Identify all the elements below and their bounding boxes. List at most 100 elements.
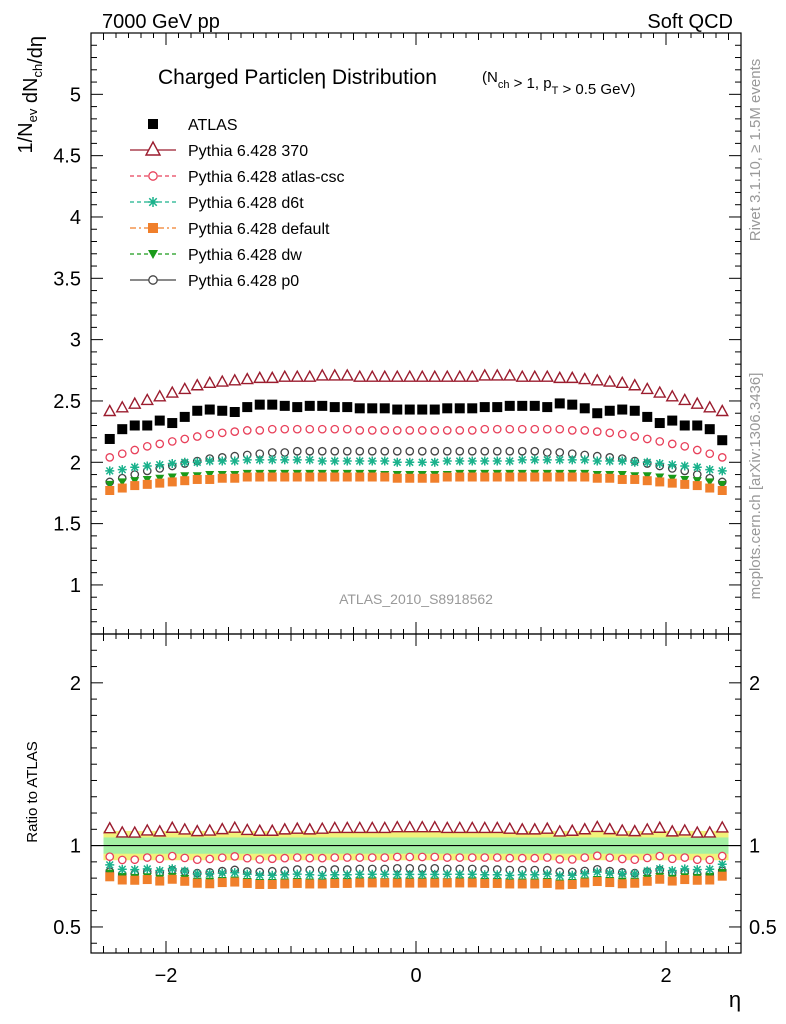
y-tick-label: 5 xyxy=(70,84,81,106)
ratio-point-pythia-6-428-370 xyxy=(290,821,304,834)
data-point-pythia-6-428-370 xyxy=(465,369,479,382)
data-point-pythia-6-428-d6t xyxy=(655,459,665,469)
ratio-point-pythia-6-428-default xyxy=(380,878,390,888)
data-point-pythia-6-428-d6t xyxy=(330,456,340,466)
ratio-point-pythia-6-428-d6t xyxy=(155,866,165,876)
data-point-pythia-6-428-370 xyxy=(278,369,292,382)
legend-marker-pythia-6-428-dw xyxy=(148,250,158,259)
data-point-pythia-6-428-default xyxy=(355,472,365,482)
data-point-pythia-6-428-default xyxy=(655,477,665,487)
data-point-pythia-6-428-d6t xyxy=(130,462,140,472)
data-point-pythia-6-428-d6t xyxy=(317,456,327,466)
data-point-pythia-6-428-p0 xyxy=(555,448,565,457)
data-point-pythia-6-428-atlas-csc xyxy=(442,426,452,435)
ratio-point-pythia-6-428-default xyxy=(130,875,140,885)
ratio-point-pythia-6-428-d6t xyxy=(167,864,177,874)
data-point-pythia-6-428-p0 xyxy=(380,446,390,456)
ratio-point-pythia-6-428-370 xyxy=(653,820,667,833)
ratio-point-pythia-6-428-default xyxy=(267,879,277,889)
data-point-atlas xyxy=(429,404,440,415)
legend-label-pythia-6-428-370: Pythia 6.428 370 xyxy=(188,143,308,160)
data-point-atlas xyxy=(417,404,428,415)
data-point-pythia-6-428-370 xyxy=(653,385,667,398)
ratio-point-pythia-6-428-d6t xyxy=(392,869,402,879)
ratio-point-pythia-6-428-default xyxy=(442,878,452,888)
ratio-point-pythia-6-428-d6t xyxy=(430,869,440,879)
ratio-point-pythia-6-428-default xyxy=(355,878,365,888)
ratio-point-pythia-6-428-d6t xyxy=(692,865,702,875)
data-point-pythia-6-428-370 xyxy=(640,381,654,395)
ratio-point-pythia-6-428-default xyxy=(392,878,402,888)
data-point-pythia-6-428-d6t xyxy=(705,465,715,475)
data-point-pythia-6-428-default xyxy=(330,472,340,482)
ratio-point-pythia-6-428-370 xyxy=(353,820,367,834)
ratio-point-pythia-6-428-atlas-csc xyxy=(692,855,702,865)
data-point-pythia-6-428-d6t xyxy=(242,455,252,465)
ratio-point-pythia-6-428-370 xyxy=(453,820,467,834)
data-point-pythia-6-428-default xyxy=(317,472,327,482)
data-point-atlas xyxy=(279,400,290,411)
ratio-point-pythia-6-428-default xyxy=(542,878,552,888)
data-point-pythia-6-428-370 xyxy=(165,385,179,398)
data-point-atlas xyxy=(454,403,465,414)
data-point-pythia-6-428-default xyxy=(155,478,165,488)
data-point-pythia-6-428-370 xyxy=(153,389,167,402)
ratio-point-pythia-6-428-atlas-csc xyxy=(480,853,490,862)
data-point-pythia-6-428-370 xyxy=(440,369,454,382)
data-point-pythia-6-428-default xyxy=(642,476,652,486)
data-point-atlas xyxy=(267,399,278,410)
data-point-pythia-6-428-atlas-csc xyxy=(355,426,365,435)
data-point-pythia-6-428-atlas-csc xyxy=(292,424,302,434)
data-point-pythia-6-428-atlas-csc xyxy=(392,426,402,435)
ratio-point-pythia-6-428-default xyxy=(255,879,265,889)
data-point-atlas xyxy=(129,420,140,431)
data-point-pythia-6-428-370 xyxy=(453,369,467,382)
ratio-point-pythia-6-428-370 xyxy=(253,823,267,836)
ratio-point-pythia-6-428-d6t xyxy=(480,870,490,880)
data-point-pythia-6-428-default xyxy=(292,472,302,482)
data-point-pythia-6-428-d6t xyxy=(230,456,240,466)
data-point-pythia-6-428-d6t xyxy=(405,457,415,467)
ratio-point-pythia-6-428-atlas-csc xyxy=(205,854,215,864)
ratio-point-pythia-6-428-d6t xyxy=(705,864,715,874)
ratio-point-pythia-6-428-d6t xyxy=(567,870,577,880)
data-point-atlas xyxy=(404,404,415,415)
ratio-point-pythia-6-428-d6t xyxy=(530,870,540,880)
header-process-label: Soft QCD xyxy=(647,11,733,33)
data-point-atlas xyxy=(629,405,640,416)
data-point-atlas xyxy=(579,403,590,414)
y-tick-label: 2.5 xyxy=(53,391,81,413)
ratio-point-pythia-6-428-d6t xyxy=(592,867,602,877)
data-point-atlas xyxy=(504,400,515,411)
data-point-pythia-6-428-p0 xyxy=(330,446,340,456)
ratio-point-pythia-6-428-default xyxy=(680,875,690,885)
data-point-atlas xyxy=(479,402,490,413)
rivet-version-label: Rivet 3.1.10, ≥ 1.5M events xyxy=(747,59,764,242)
data-point-pythia-6-428-atlas-csc xyxy=(630,432,640,441)
ratio-point-pythia-6-428-default xyxy=(467,878,477,888)
ratio-point-pythia-6-428-default xyxy=(717,871,727,881)
ratio-point-pythia-6-428-370 xyxy=(690,825,704,838)
data-point-atlas xyxy=(179,411,190,422)
ratio-point-pythia-6-428-370 xyxy=(428,820,442,833)
ratio-y-tick-label: 2 xyxy=(70,673,81,695)
data-point-pythia-6-428-370 xyxy=(603,374,617,387)
ratio-point-pythia-6-428-default xyxy=(580,878,590,888)
ratio-y-tick-label: 1 xyxy=(70,836,81,858)
data-point-pythia-6-428-atlas-csc xyxy=(655,437,665,446)
data-point-pythia-6-428-p0 xyxy=(367,446,377,456)
data-point-pythia-6-428-p0 xyxy=(530,446,540,456)
data-point-pythia-6-428-default xyxy=(530,472,540,482)
ratio-point-pythia-6-428-atlas-csc xyxy=(130,855,140,865)
data-point-pythia-6-428-atlas-csc xyxy=(417,426,427,435)
data-point-atlas xyxy=(617,404,628,415)
ratio-point-pythia-6-428-370 xyxy=(140,823,154,836)
data-point-pythia-6-428-atlas-csc xyxy=(567,426,577,435)
data-point-atlas xyxy=(379,403,390,414)
data-point-pythia-6-428-default xyxy=(592,473,602,483)
ratio-point-pythia-6-428-atlas-csc xyxy=(217,853,227,863)
data-point-pythia-6-428-default xyxy=(105,485,115,495)
ratio-point-pythia-6-428-atlas-csc xyxy=(230,852,240,861)
data-point-pythia-6-428-atlas-csc xyxy=(580,426,590,435)
